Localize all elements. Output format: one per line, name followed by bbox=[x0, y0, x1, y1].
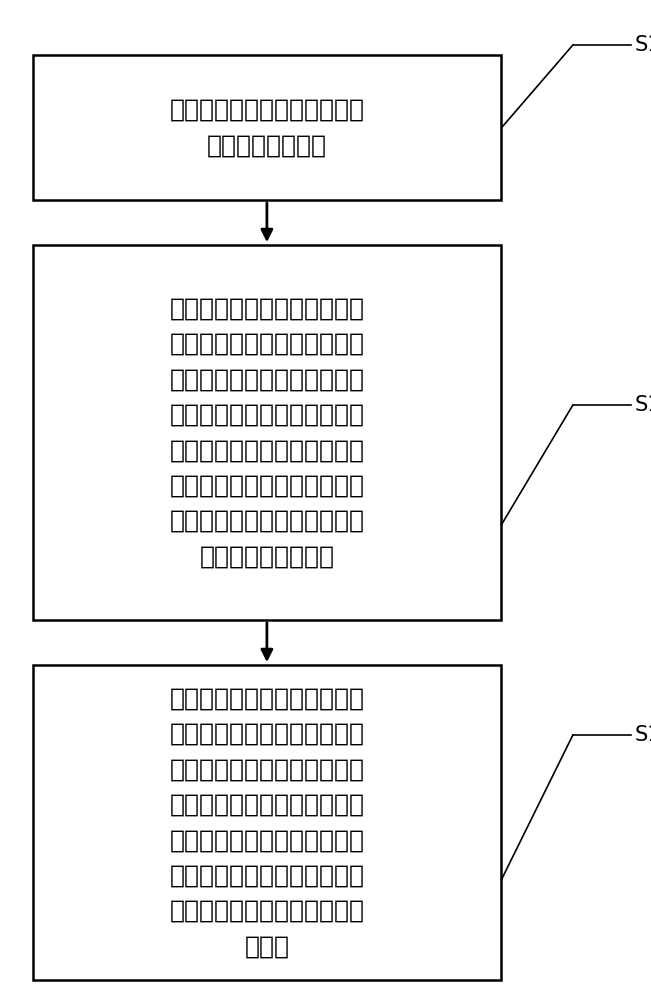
Bar bbox=[33, 665, 501, 980]
Text: S111: S111 bbox=[635, 35, 651, 55]
Text: 根据所述源代码的分支跳转和
函数调用关系，将所述源代码
切分为多个代码块，并分析每
个代码块之间的跳转关系，根
据所述跳转关系生成控制流图
，并根据所述源代码的: 根据所述源代码的分支跳转和 函数调用关系，将所述源代码 切分为多个代码块，并分析… bbox=[169, 687, 365, 958]
Bar bbox=[33, 55, 501, 200]
Bar bbox=[33, 245, 501, 620]
Text: 对所述源代码进行词法、语法
分析，对所述源代码内的静态
数组、动态申请的内存所占用
的字节数、名称进行标记，生
成第一列表文件，并对动态内
存分配库函数所在的源: 对所述源代码进行词法、语法 分析，对所述源代码内的静态 数组、动态申请的内存所占… bbox=[169, 297, 365, 568]
Text: 调用轻量级静态检测工具对源
代码进行初步排查: 调用轻量级静态检测工具对源 代码进行初步排查 bbox=[169, 98, 365, 157]
Text: S112: S112 bbox=[635, 395, 651, 415]
Text: S113: S113 bbox=[635, 725, 651, 745]
